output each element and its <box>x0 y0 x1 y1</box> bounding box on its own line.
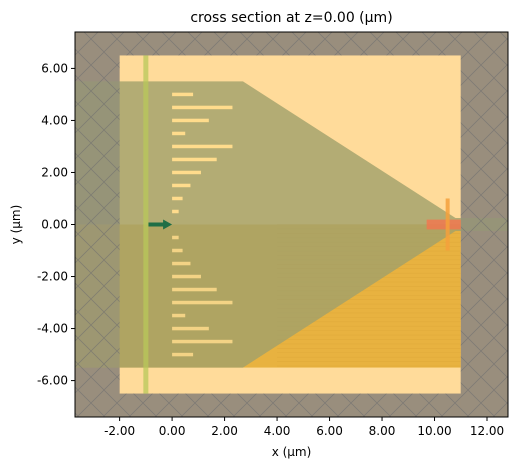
x-axis-label: x (μm) <box>272 445 312 459</box>
pml-hatch <box>119 32 461 56</box>
grating-bar-upper <box>172 131 186 136</box>
grating-bar-upper <box>172 144 233 149</box>
flux-monitor <box>445 198 450 251</box>
x-tick-label: 6.00 <box>316 424 343 438</box>
grating-bar-lower <box>172 326 209 331</box>
grating-bar-lower <box>172 235 179 240</box>
x-tick-label: -2.00 <box>104 424 135 438</box>
grating-bar-lower <box>172 287 217 292</box>
grating-bar-upper <box>172 209 179 214</box>
grating-bar-lower <box>172 261 191 266</box>
monitor-patch <box>426 219 461 230</box>
waveguide-taper <box>75 81 508 368</box>
y-tick-label: 2.00 <box>41 165 68 179</box>
x-axis: -2.00 0.00 2.00 4.00 6.00 8.00 10.00 12.00 <box>104 417 504 438</box>
y-tick-label: -4.00 <box>37 322 68 336</box>
plot-area <box>75 32 508 417</box>
pml-hatch <box>460 32 508 417</box>
grating-bar-lower <box>172 352 194 357</box>
pml-hatch <box>119 393 461 417</box>
y-tick-label: -2.00 <box>37 270 68 284</box>
x-tick-label: 2.00 <box>211 424 238 438</box>
grating-bar-upper <box>172 105 233 110</box>
grating-bar-upper <box>172 183 191 188</box>
y-axis-label: y (μm) <box>9 205 23 245</box>
grating-bar-upper <box>172 170 201 175</box>
source-plane <box>143 55 149 394</box>
grating-bar-lower <box>172 300 233 305</box>
x-tick-label: 4.00 <box>264 424 291 438</box>
grating-bar-upper <box>172 92 194 97</box>
x-tick-label: 10.00 <box>417 424 451 438</box>
grating-bar-upper <box>172 118 209 123</box>
x-tick-label: 8.00 <box>369 424 396 438</box>
y-tick-label: 4.00 <box>41 113 68 127</box>
grating-bar-lower <box>172 248 183 253</box>
grating-bar-lower <box>172 313 186 318</box>
y-tick-label: -6.00 <box>37 374 68 388</box>
mode-source-arrow-head <box>163 219 173 230</box>
grating-bar-lower <box>172 274 201 279</box>
y-axis: -6.00 -4.00 -2.00 0.00 2.00 4.00 6.00 <box>37 61 75 388</box>
grating-bar-upper <box>172 196 183 201</box>
y-tick-label: 0.00 <box>41 218 68 232</box>
grating-bar-lower <box>172 339 233 344</box>
x-tick-label: 12.00 <box>470 424 504 438</box>
y-tick-label: 6.00 <box>41 61 68 75</box>
grating-bar-upper <box>172 157 217 162</box>
pml-hatch <box>75 32 120 417</box>
x-tick-label: 0.00 <box>159 424 186 438</box>
chart-title: cross section at z=0.00 (μm) <box>190 10 392 26</box>
